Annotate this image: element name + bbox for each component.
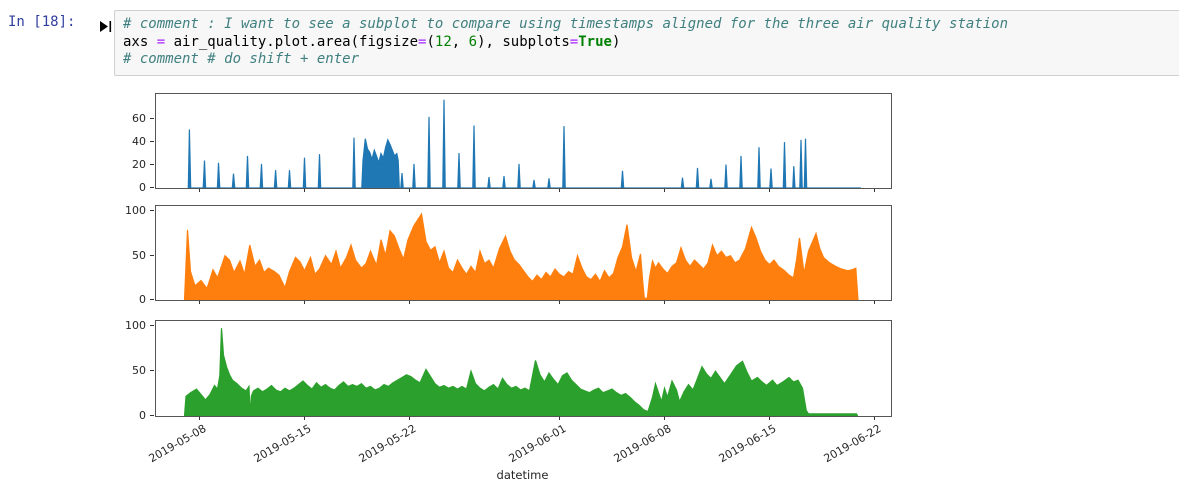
x-axis-label: datetime — [496, 468, 549, 482]
x-tick-mark — [558, 416, 560, 420]
x-tick-mark — [768, 300, 770, 304]
y-tick-label: 100 — [125, 319, 146, 333]
y-tick-label: 50 — [132, 248, 146, 262]
code-token: ) — [611, 33, 621, 50]
y-tick-label: 50 — [132, 364, 146, 378]
y-tick-mark — [150, 370, 154, 372]
y-tick-mark — [150, 164, 154, 166]
code-token: # comment : I want to see a subplot to c… — [123, 16, 1009, 32]
area-series-station_paris — [183, 212, 859, 300]
x-tick-mark — [663, 188, 665, 192]
output-figure: 0204060station_antwerp050100station_pari… — [0, 85, 1179, 493]
y-tick-label: 60 — [132, 112, 146, 126]
code-token: ), subplots — [477, 33, 570, 50]
code-token: = — [156, 33, 166, 50]
y-tick-label: 40 — [132, 135, 146, 149]
code-token: # comment # do shift + enter — [123, 51, 360, 67]
cell-input-prompt: In [18]: — [8, 14, 76, 30]
code-token: ( — [426, 33, 435, 50]
code-token: True — [578, 33, 612, 50]
code-token: 6 — [468, 33, 478, 50]
x-tick-mark — [663, 300, 665, 304]
code-token: axs — [123, 33, 157, 50]
subplot-station_paris — [155, 205, 892, 301]
x-tick-mark — [303, 188, 305, 192]
y-tick-mark — [150, 254, 154, 256]
x-tick-mark — [408, 300, 410, 304]
area-series-station_london — [183, 328, 859, 416]
code-token: , — [451, 33, 469, 50]
x-tick-mark — [303, 300, 305, 304]
y-tick-mark — [150, 210, 154, 212]
y-tick-label: 0 — [139, 293, 146, 306]
x-tick-mark — [198, 188, 200, 192]
y-tick-label: 0 — [139, 181, 146, 194]
x-tick-mark — [408, 416, 410, 420]
y-tick-mark — [150, 187, 154, 188]
subplot-station_london — [155, 320, 892, 417]
code-cell[interactable]: # comment : I want to see a subplot to c… — [114, 10, 1179, 76]
code-token: air_quality.plot.area(figsize — [165, 33, 419, 50]
y-tick-mark — [150, 118, 154, 120]
y-tick-mark — [150, 415, 154, 416]
x-tick-mark — [873, 188, 875, 192]
x-tick-mark — [558, 300, 560, 304]
x-tick-mark — [873, 300, 875, 304]
x-tick-mark — [768, 416, 770, 420]
area-series-station_antwerp — [187, 99, 862, 188]
y-tick-mark — [150, 299, 154, 300]
y-tick-mark — [150, 141, 154, 143]
x-tick-mark — [873, 416, 875, 420]
y-tick-label: 0 — [139, 409, 146, 422]
x-tick-mark — [198, 300, 200, 304]
x-tick-mark — [408, 188, 410, 192]
code-editor[interactable]: # comment : I want to see a subplot to c… — [123, 16, 1179, 69]
x-tick-mark — [198, 416, 200, 420]
y-tick-label: 20 — [132, 158, 146, 172]
x-tick-mark — [558, 188, 560, 192]
subplot-station_antwerp — [155, 93, 892, 189]
code-token: = — [569, 33, 579, 50]
run-cell-icon[interactable] — [100, 18, 112, 32]
y-tick-label: 100 — [125, 204, 146, 218]
code-token: = — [418, 33, 427, 50]
code-token: 12 — [434, 33, 452, 50]
x-tick-mark — [768, 188, 770, 192]
x-tick-mark — [663, 416, 665, 420]
y-tick-mark — [150, 325, 154, 327]
x-tick-mark — [303, 416, 305, 420]
